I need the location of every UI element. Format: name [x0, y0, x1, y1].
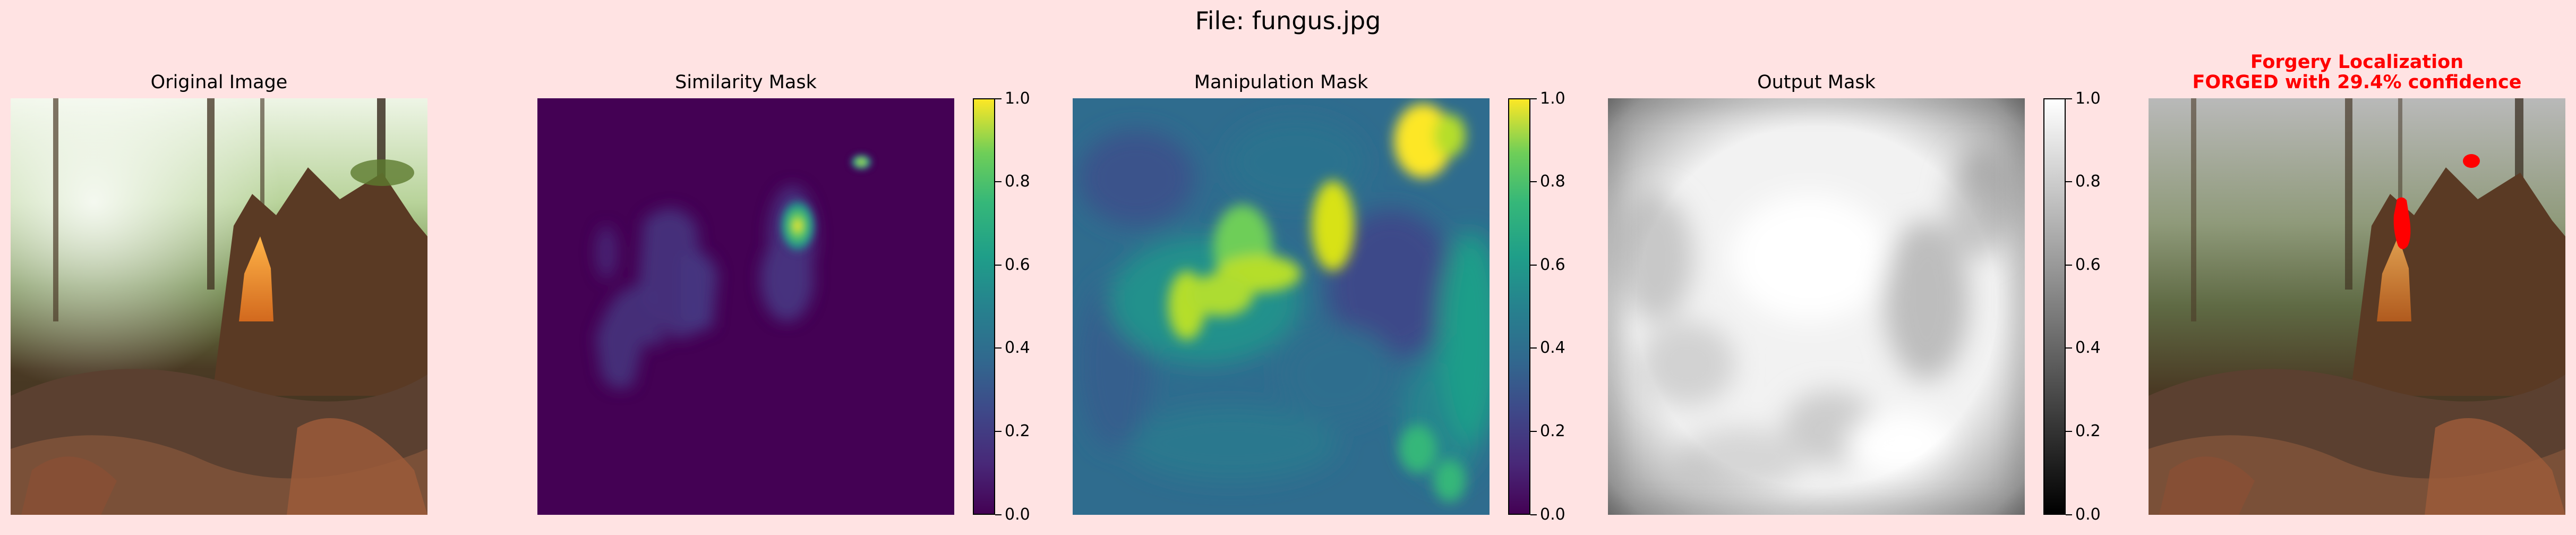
output-colorbar-tick-3: 0.6	[2075, 256, 2101, 274]
output-mask-title: Output Mask	[1608, 72, 2025, 93]
similarity-colorbar-tick-0: 0.0	[1005, 505, 1030, 524]
manipulation-colorbar-tick-2: 0.4	[1540, 338, 1565, 357]
similarity-colorbar-tick-5: 1.0	[1005, 89, 1030, 108]
manipulation-colorbar-tick-1: 0.2	[1540, 422, 1565, 440]
similarity-colorbar-tick-1: 0.2	[1005, 422, 1030, 440]
output-colorbar	[2043, 98, 2066, 515]
manipulation-colorbar	[1508, 98, 1530, 515]
figure-title: File: fungus.jpg	[0, 6, 2576, 35]
similarity-mask-title: Similarity Mask	[537, 72, 954, 93]
manipulation-colorbar-tick-4: 0.8	[1540, 172, 1565, 191]
forgery-localization-image	[2149, 98, 2565, 515]
manipulation-colorbar-tick-3: 0.6	[1540, 256, 1565, 274]
output-colorbar-tick-2: 0.4	[2075, 338, 2101, 357]
forgery-localization-title: Forgery Localization	[2149, 52, 2565, 72]
similarity-colorbar-tick-4: 0.8	[1005, 172, 1030, 191]
manipulation-colorbar-tick-0: 0.0	[1540, 505, 1565, 524]
manipulation-mask-title: Manipulation Mask	[1073, 72, 1490, 93]
original-image	[11, 98, 427, 515]
output-mask-image	[1608, 98, 2025, 515]
manipulation-colorbar-tick-5: 1.0	[1540, 89, 1565, 108]
similarity-colorbar-tick-2: 0.4	[1005, 338, 1030, 357]
similarity-mask-image	[537, 98, 954, 515]
output-colorbar-tick-5: 1.0	[2075, 89, 2101, 108]
similarity-colorbar-tick-3: 0.6	[1005, 256, 1030, 274]
output-colorbar-tick-1: 0.2	[2075, 422, 2101, 440]
output-colorbar-tick-0: 0.0	[2075, 505, 2101, 524]
manipulation-mask-image	[1073, 98, 1490, 515]
output-colorbar-tick-4: 0.8	[2075, 172, 2101, 191]
similarity-colorbar	[973, 98, 995, 515]
forgery-region-small	[2463, 154, 2480, 168]
forgery-confidence-subtitle: FORGED with 29.4% confidence	[2149, 72, 2565, 92]
original-image-title: Original Image	[11, 72, 427, 93]
